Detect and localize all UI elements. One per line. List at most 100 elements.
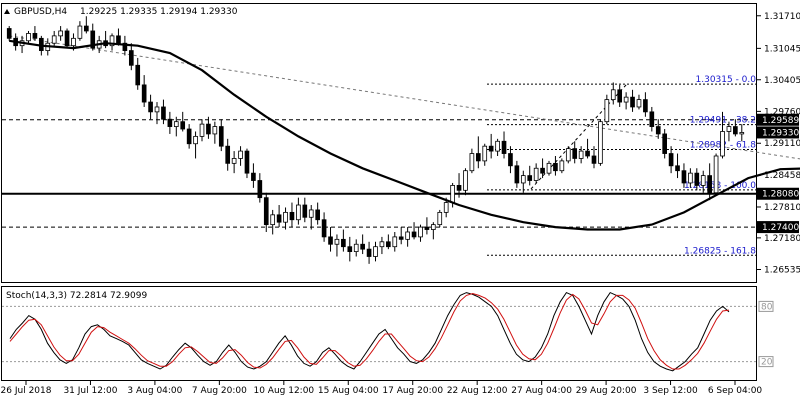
moving-average-group (9, 39, 800, 231)
price-tag-box (757, 221, 799, 234)
candle-down (218, 126, 224, 147)
candle-up (636, 99, 642, 108)
candle-down (668, 153, 674, 167)
price-tag-label: 1.27400 (762, 223, 799, 233)
time-tick-label: 22 Aug 12:00 (447, 386, 508, 396)
candle-down (315, 209, 320, 221)
candle-down (572, 148, 578, 159)
candle-up (193, 135, 198, 145)
price-tick-label: 1.29110 (764, 139, 800, 149)
symbol-triangle-icon (4, 9, 10, 14)
candle-up (373, 246, 378, 257)
candle-down (206, 123, 211, 135)
stoch-k-line (9, 291, 730, 372)
price-tag-box (757, 187, 799, 200)
candle-up (58, 30, 63, 37)
candle-down (514, 165, 520, 184)
stoch-level-box (758, 300, 774, 312)
candle-up (482, 145, 488, 162)
candle-up (623, 96, 629, 103)
stoch-level-box (758, 356, 774, 368)
candle-down (662, 133, 668, 154)
candle-down (366, 248, 372, 257)
candle-up (443, 202, 449, 213)
stoch-level-label: 80 (761, 302, 773, 312)
candle-down (148, 101, 153, 113)
price-tick-label: 1.30405 (764, 76, 800, 86)
candle-down (90, 30, 96, 49)
candle-down (675, 165, 680, 172)
stochastic-group: 80 20 (2, 291, 774, 372)
time-tick-label: 26 Jul 2018 (1, 386, 52, 396)
price-tick-label: 1.27810 (764, 203, 800, 213)
candle-up (283, 211, 288, 223)
symbol-label: GBPUSD,H4 (14, 7, 67, 17)
candle-down (257, 180, 263, 199)
candle-down (135, 64, 141, 86)
time-tick-label: 7 Aug 20:00 (192, 386, 247, 396)
candle-up (598, 121, 603, 164)
candle-up (26, 33, 31, 42)
candle-down (186, 128, 192, 145)
price-tick-label: 1.31045 (764, 44, 800, 54)
price-tick-label: 1.28458 (764, 171, 800, 181)
candle-up (270, 214, 276, 226)
fibo-level-label: 1.30315 - 0.0 (696, 75, 757, 85)
candle-up (51, 35, 57, 44)
candle-up (199, 123, 205, 137)
fibo-level-label: 1.28158 - 100.0 (684, 181, 756, 191)
candle-down (411, 231, 417, 238)
moving-average-line (9, 39, 800, 231)
price-tick-label: 1.29760 (764, 107, 800, 117)
candle-down (655, 126, 661, 135)
candle-down (424, 226, 430, 230)
candle-up (353, 243, 359, 253)
candle-up (334, 238, 340, 245)
candle-up (700, 175, 706, 186)
candle-down (263, 197, 269, 226)
time-axis: 26 Jul 2018 31 Jul 12:00 3 Aug 04:00 7 Aug … (1, 381, 762, 396)
time-tick-label: 15 Aug 04:00 (318, 386, 379, 396)
candle-up (739, 132, 745, 135)
candle-down (630, 96, 635, 108)
candle-down (328, 236, 333, 245)
candle-up (559, 160, 565, 172)
horizontal-levels (2, 119, 757, 228)
candle-up (431, 224, 436, 230)
candle-up (437, 211, 443, 226)
candle-down (83, 25, 89, 32)
candle-down (360, 243, 365, 250)
candle-down (244, 150, 250, 174)
candle-up (238, 150, 243, 159)
time-tick-label: 17 Aug 20:00 (382, 386, 443, 396)
price-tag-label: 1.28080 (762, 190, 799, 200)
candle-up (495, 140, 500, 152)
price-tag-label: 1.29589 (762, 116, 799, 126)
price-tick-label: 1.26535 (764, 265, 800, 275)
header: GBPUSD,H4 1.29225 1.29335 1.29194 1.2933… (4, 7, 238, 17)
stoch-level-label: 20 (761, 358, 773, 368)
candle-down (225, 145, 231, 164)
candle-down (475, 153, 481, 162)
fibo-level-label: 1.26825 - 161.8 (684, 246, 756, 256)
candle-up (610, 89, 616, 101)
candle-up (604, 99, 610, 123)
candle-down (649, 111, 655, 127)
candle-down (289, 211, 295, 221)
candle-up (392, 236, 398, 248)
price-tag-box (757, 113, 799, 126)
candle-down (681, 170, 687, 184)
candle-down (251, 172, 256, 181)
candle-down (553, 162, 558, 172)
candle-down (694, 172, 700, 186)
candle-down (180, 121, 186, 130)
candle-up (379, 241, 385, 248)
candle-up (296, 204, 301, 221)
ohlc-label: 1.29225 1.29335 1.29194 1.29330 (80, 7, 238, 17)
time-tick-label: 27 Aug 04:00 (511, 386, 572, 396)
candle-up (578, 150, 584, 159)
candle-down (276, 214, 282, 223)
candle-down (167, 118, 173, 127)
